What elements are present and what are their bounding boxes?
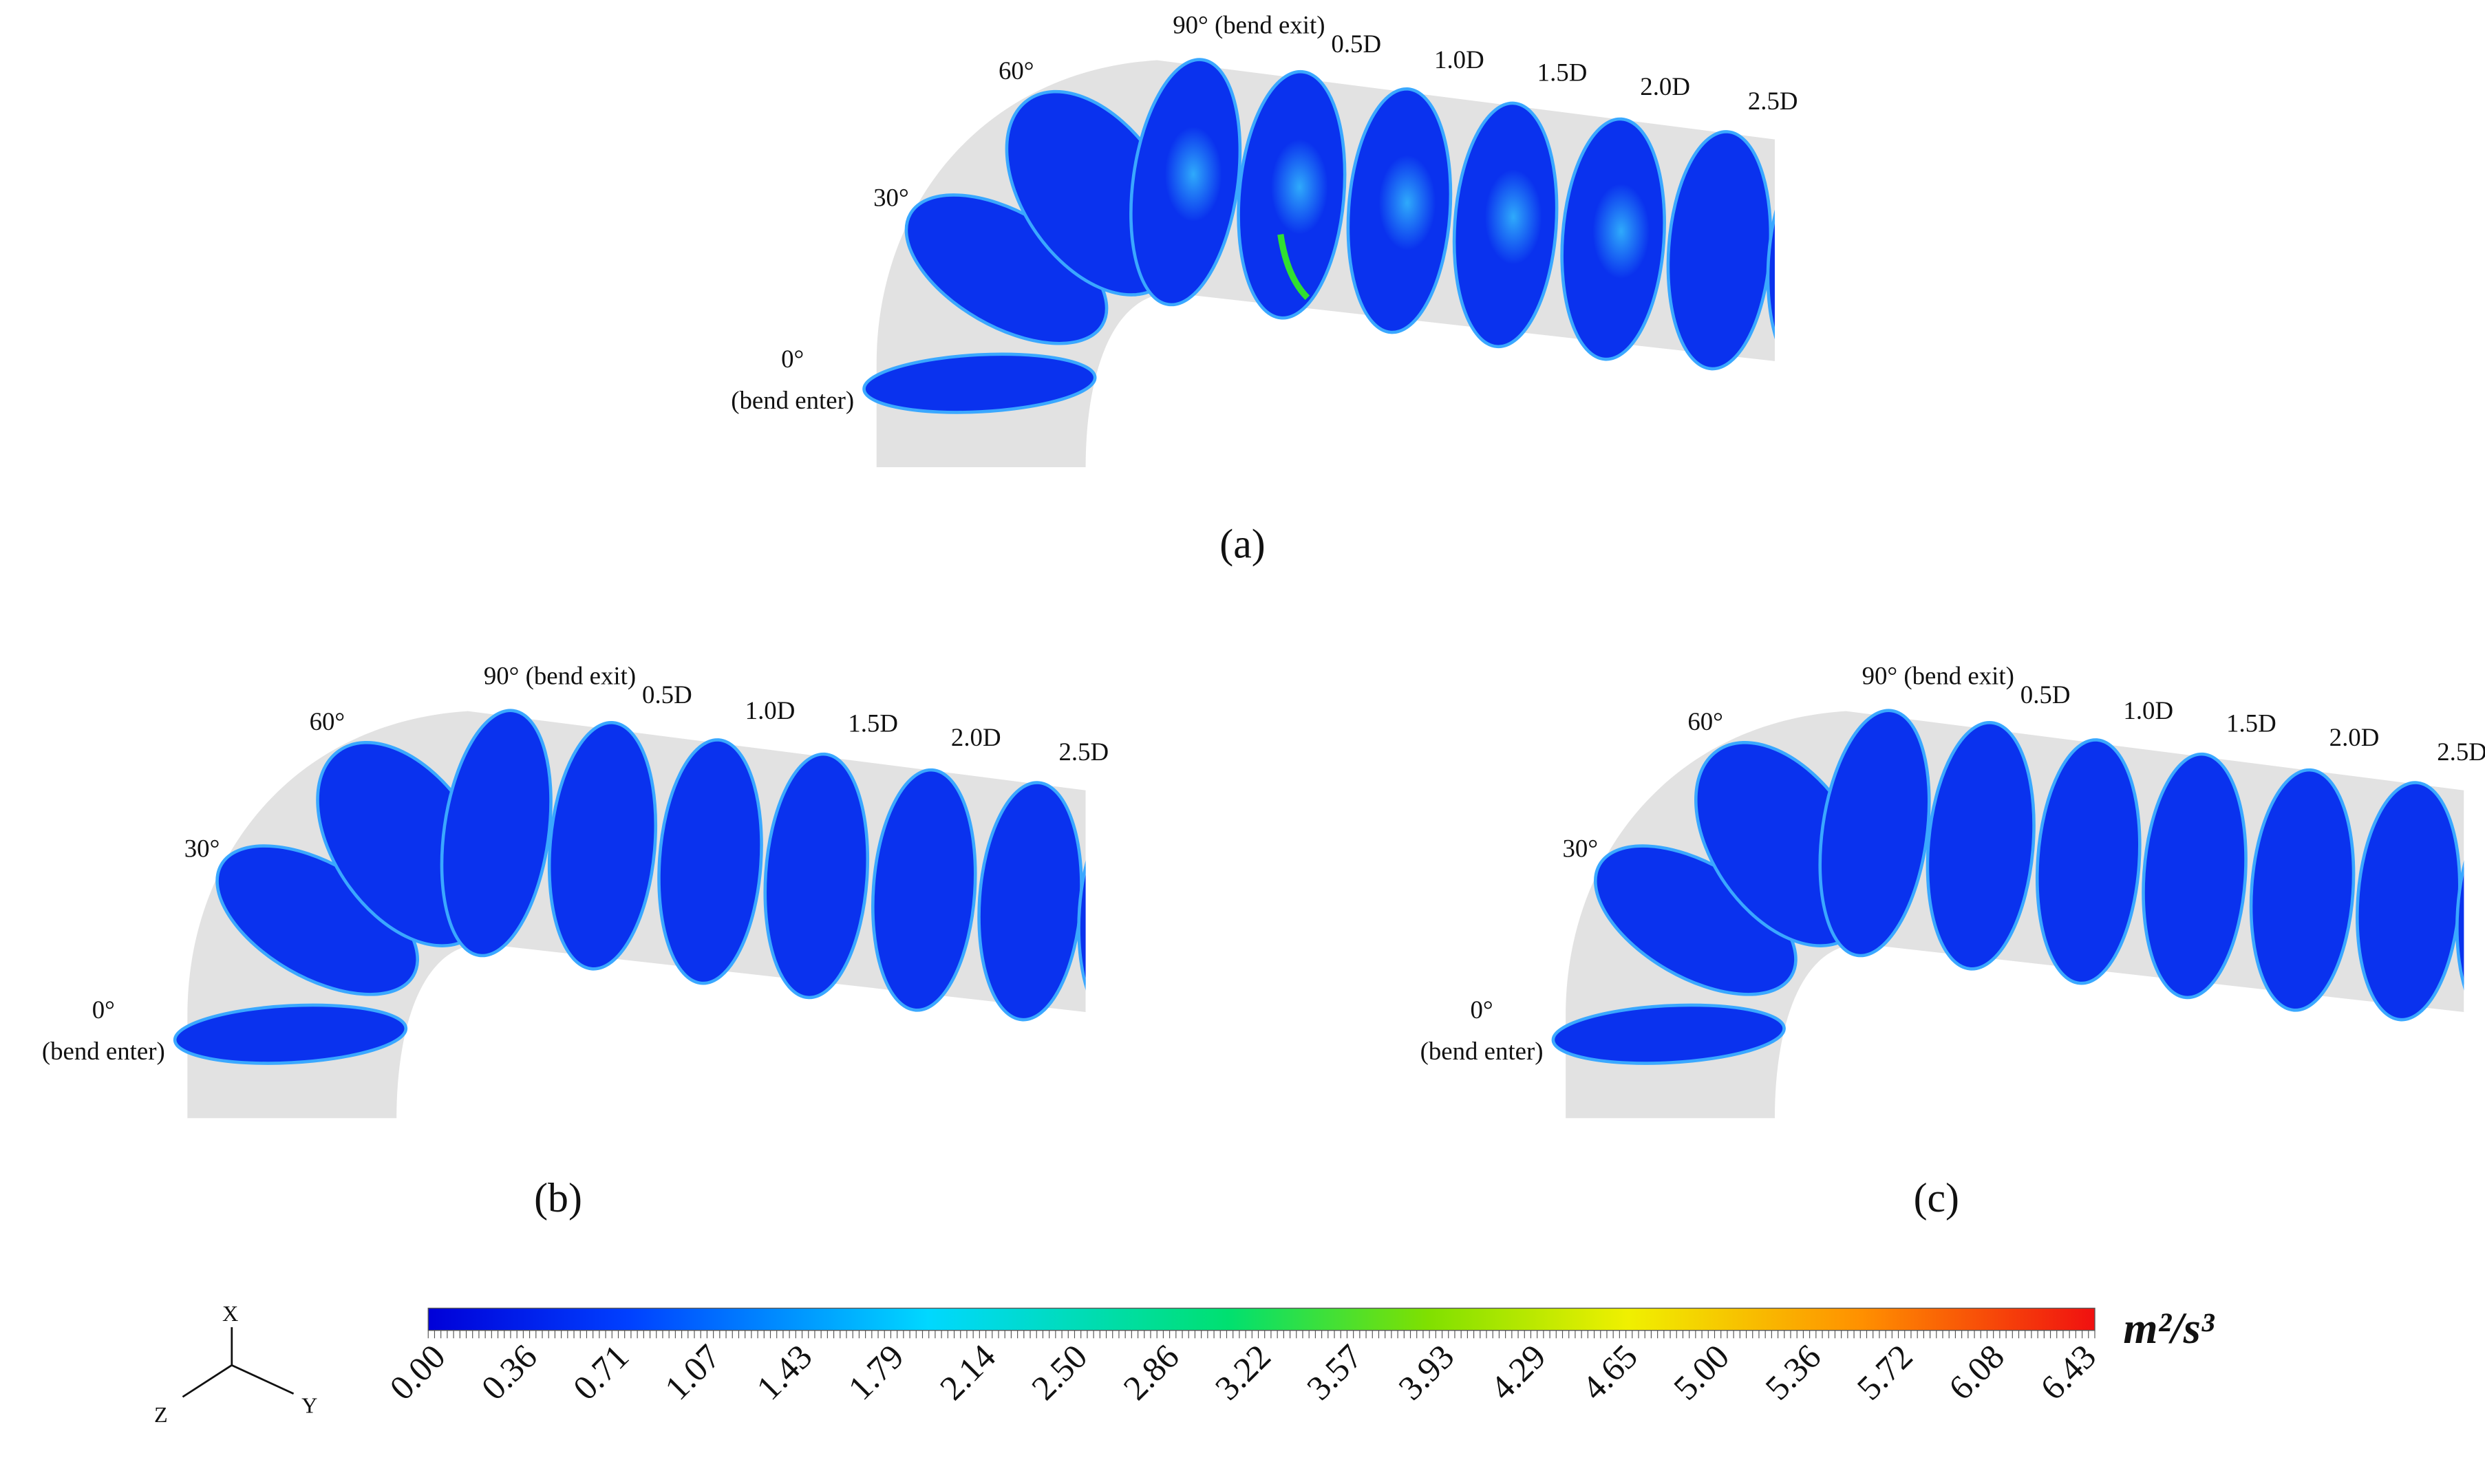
panel: 0° (bend enter) 30° 60° 90° (bend exit)0.5D 1… <box>1420 661 2485 1119</box>
section-label: 30° <box>873 183 909 211</box>
section-label: 0.5D <box>1331 30 1381 58</box>
section <box>1818 709 1931 958</box>
section <box>1551 1003 1786 1065</box>
section-label: 1.0D <box>745 696 796 724</box>
section-label: 60° <box>999 56 1034 85</box>
colorbar-tick-label: 3.93 <box>1391 1337 1461 1407</box>
section <box>2455 792 2464 1033</box>
panel: 0° (bend enter) 30° 60° 90° (bend exit)0.5D 1… <box>731 10 1798 468</box>
section-label: 90° (bend exit) <box>1862 661 2014 689</box>
colorbar-tick-label: 5.00 <box>1666 1337 1736 1407</box>
section-label: (bend enter) <box>42 1037 165 1065</box>
axis-y-label: Y <box>301 1392 317 1417</box>
colorbar-tick-label: 5.36 <box>1758 1337 1828 1407</box>
axis-z <box>182 1364 233 1398</box>
panels: 0°(bend enter)30°60°90° (bend exit)0.5D1… <box>42 10 2485 1119</box>
section-label: 90° (bend exit) <box>1173 10 1325 39</box>
panel-label: (c) <box>1914 1175 1959 1220</box>
hotspot <box>1270 139 1328 235</box>
colorbar-tick-label: 3.22 <box>1208 1337 1278 1407</box>
section <box>657 738 763 985</box>
section-label: 2.5D <box>1748 87 1798 115</box>
section-label: 2.0D <box>951 723 1001 751</box>
section <box>2142 752 2248 1000</box>
colorbar-tick-label: 5.72 <box>1850 1337 1920 1407</box>
section-label: 0° <box>1471 996 1493 1024</box>
section <box>763 752 870 1000</box>
colorbar-tick-label: 1.07 <box>657 1337 727 1407</box>
axis-triad <box>182 1327 295 1398</box>
section <box>1766 141 1775 382</box>
hotspot <box>1592 184 1650 279</box>
colorbar-tick-label: 6.43 <box>2033 1337 2103 1407</box>
colorbar-tick-label: 0.71 <box>566 1337 636 1407</box>
section-label: 30° <box>184 834 220 862</box>
section-label: 1.5D <box>2226 709 2276 738</box>
panel: 0° (bend enter) 30° 60° 90° (bend exit)0.5D 1… <box>42 661 1109 1119</box>
section-label: 60° <box>1687 707 1723 735</box>
section <box>173 1003 408 1065</box>
colorbar-unit: m²/s³ <box>2123 1304 2215 1353</box>
colorbar-tick-label: 2.50 <box>1024 1337 1094 1407</box>
colorbar-tick-label: 0.00 <box>382 1337 452 1407</box>
section-label: 90° (bend exit) <box>484 661 636 689</box>
section-label: 2.5D <box>2437 738 2485 766</box>
pipe-view <box>862 58 1775 468</box>
colorbar <box>427 1307 2095 1331</box>
hotspot-peak <box>1277 234 1310 301</box>
colorbar-tick-label: 2.86 <box>1116 1337 1186 1407</box>
section <box>440 709 553 958</box>
pipe-view <box>173 709 1086 1119</box>
pipe-view <box>1551 709 2464 1119</box>
section-label: 2.5D <box>1058 738 1109 766</box>
section-label: 0.5D <box>642 680 692 709</box>
section <box>2249 768 2356 1012</box>
hotspot <box>1164 127 1222 222</box>
axis-y <box>231 1364 295 1395</box>
section-label: 0° <box>781 345 804 373</box>
colorbar-tick-label: 1.79 <box>841 1337 911 1407</box>
section-label: 1.5D <box>848 709 898 738</box>
section <box>871 768 977 1012</box>
section <box>547 720 658 971</box>
hotspot <box>1484 169 1542 265</box>
hotspot <box>1378 155 1436 250</box>
section <box>1926 720 2036 971</box>
section-label: 2.0D <box>1640 72 1690 100</box>
section-label: 0° <box>92 996 115 1024</box>
axis-x-label: X <box>222 1301 238 1326</box>
colorbar-tick-label: 4.65 <box>1575 1337 1645 1407</box>
colorbar-tick-label: 6.08 <box>1941 1337 2012 1407</box>
panel-label: (a) <box>1219 521 1265 566</box>
section <box>1077 792 1086 1033</box>
section-label: (bend enter) <box>1420 1037 1544 1065</box>
section-label: 0.5D <box>2020 680 2071 709</box>
colorbar-tick-label: 3.57 <box>1299 1337 1369 1407</box>
section-label: 30° <box>1563 834 1599 862</box>
section-label: 2.0D <box>2329 723 2380 751</box>
section-label: 1.0D <box>2123 696 2173 724</box>
colorbar-tick-label: 2.14 <box>932 1337 1003 1407</box>
colorbar-ticks: 0.00 0.36 0.71 1.07 1.43 1.79 2.14 2.50 2.86 3.22… <box>382 1330 2103 1408</box>
section-label: 1.5D <box>1537 58 1588 86</box>
colorbar-tick-label: 1.43 <box>749 1337 819 1407</box>
panel-label: (b) <box>534 1175 582 1220</box>
colorbar-tick-label: 4.29 <box>1483 1337 1553 1407</box>
section <box>2035 738 2142 985</box>
section <box>862 352 1097 414</box>
colorbar-tick-label: 0.36 <box>474 1337 544 1407</box>
section-label: 60° <box>310 707 345 735</box>
section-label: 1.0D <box>1434 45 1484 74</box>
section-label: (bend enter) <box>731 386 854 414</box>
axis-z-label: Z <box>154 1402 168 1427</box>
